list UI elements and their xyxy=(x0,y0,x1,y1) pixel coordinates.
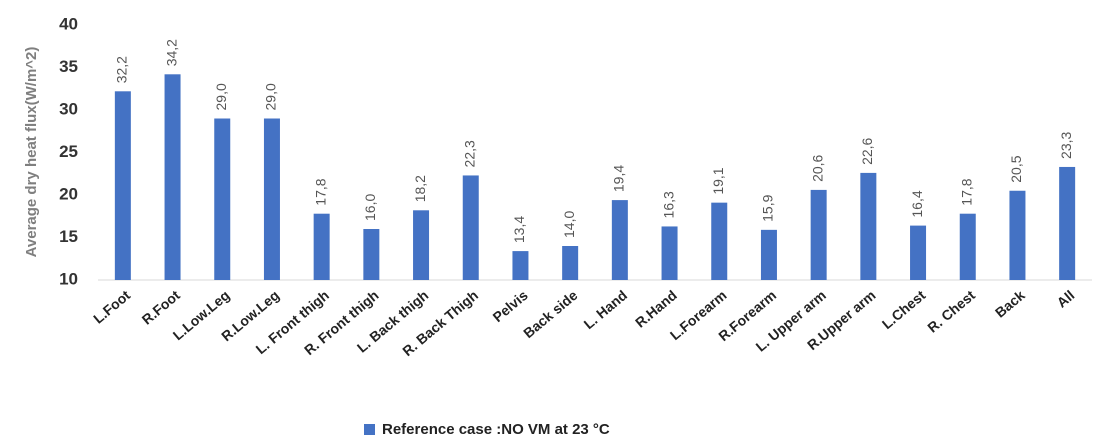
data-label: 17,8 xyxy=(312,178,328,205)
x-tick-label: All xyxy=(1053,287,1077,311)
bar xyxy=(263,118,280,280)
bar xyxy=(611,200,628,280)
data-label: 22,3 xyxy=(461,140,477,167)
x-tick-label: R. Chest xyxy=(924,287,978,336)
bar xyxy=(114,91,131,280)
data-label: 14,0 xyxy=(561,211,577,238)
data-label: 16,4 xyxy=(909,190,925,217)
bar xyxy=(760,229,777,280)
bar xyxy=(810,189,827,280)
data-label: 16,0 xyxy=(362,194,378,221)
bar xyxy=(164,74,181,280)
bar xyxy=(462,175,479,280)
x-tick-label: R.Hand xyxy=(632,287,680,331)
bar xyxy=(512,251,529,280)
data-label: 20,6 xyxy=(809,154,825,181)
bar xyxy=(413,210,430,280)
data-label: 34,2 xyxy=(163,39,179,66)
x-tick-label: Back side xyxy=(520,287,581,341)
bar xyxy=(910,225,927,280)
data-label: 29,0 xyxy=(263,83,279,110)
y-tick-label: 25 xyxy=(59,142,78,161)
bar xyxy=(562,246,579,280)
bar xyxy=(959,213,976,280)
y-tick-label: 15 xyxy=(59,227,78,246)
data-label: 19,4 xyxy=(611,165,627,192)
data-label: 22,6 xyxy=(859,137,875,164)
x-tick-label: Pelvis xyxy=(489,287,530,325)
y-tick-label: 20 xyxy=(59,184,78,203)
bar xyxy=(313,213,330,280)
y-tick-label: 10 xyxy=(59,269,78,288)
x-tick-label: L.Foot xyxy=(90,287,133,327)
y-tick-label: 35 xyxy=(59,57,78,76)
data-label: 16,3 xyxy=(660,191,676,218)
data-label: 15,9 xyxy=(760,194,776,221)
y-tick-label: 40 xyxy=(59,14,78,33)
data-label: 18,2 xyxy=(412,175,428,202)
bar xyxy=(661,226,678,280)
x-tick-label: R.Foot xyxy=(139,287,183,328)
bar xyxy=(214,118,231,280)
legend-swatch xyxy=(364,424,375,435)
x-tick-label: Back xyxy=(992,287,1028,321)
data-label: 17,8 xyxy=(958,178,974,205)
y-axis-title: Average dry heat flux(W/m^2) xyxy=(23,47,40,258)
data-label: 32,2 xyxy=(114,56,130,83)
data-label: 19,1 xyxy=(710,167,726,194)
data-label: 23,3 xyxy=(1058,131,1074,158)
bar xyxy=(860,172,877,280)
x-tick-label: L.Chest xyxy=(879,287,929,332)
x-tick-label: L. Hand xyxy=(581,287,631,332)
data-label: 29,0 xyxy=(213,83,229,110)
bar xyxy=(363,229,380,280)
legend-label: Reference case :NO VM at 23 °C xyxy=(382,421,610,438)
bar xyxy=(1059,166,1076,280)
bar xyxy=(711,202,728,280)
data-label: 13,4 xyxy=(511,216,527,243)
data-label: 20,5 xyxy=(1008,155,1024,182)
bar xyxy=(1009,190,1026,280)
y-tick-label: 30 xyxy=(59,99,78,118)
